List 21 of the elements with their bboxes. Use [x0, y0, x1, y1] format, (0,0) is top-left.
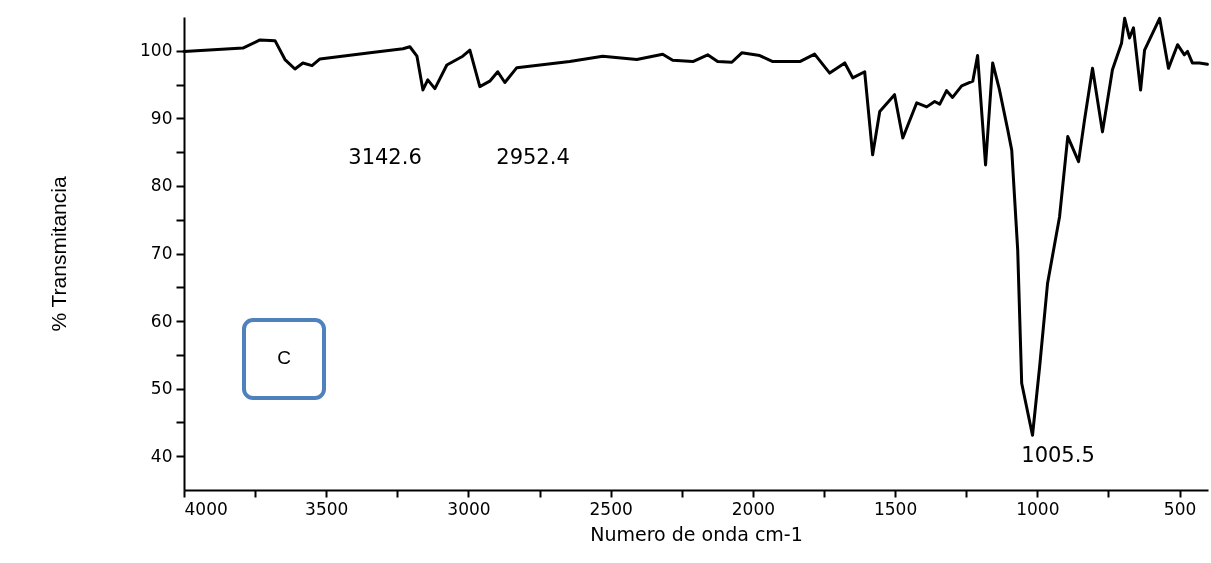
- y-tick-label: 80: [150, 175, 173, 196]
- y-tick-label: 90: [150, 107, 173, 128]
- y-tick-label: 50: [150, 378, 173, 399]
- x-tick-label: 1000: [1016, 498, 1060, 519]
- x-tick-label: 3000: [447, 498, 491, 519]
- annotation: 3142.6: [348, 145, 422, 169]
- x-tick-label: 500: [1163, 498, 1197, 519]
- annotation: C: [277, 347, 291, 368]
- x-tick-label: 2000: [731, 498, 776, 519]
- x-tick-label: 1500: [873, 498, 918, 519]
- y-tick-label: 100: [140, 40, 173, 61]
- y-tick-label: 60: [150, 310, 173, 331]
- y-tick-label: 40: [150, 445, 173, 466]
- y-axis-title: % Transmitancia: [47, 176, 71, 332]
- x-tick-label: 2500: [589, 498, 633, 519]
- y-tick-label: 70: [150, 243, 173, 263]
- x-axis-title: Numero de onda cm-1: [590, 522, 803, 545]
- x-tick-label: 4000: [184, 498, 228, 519]
- annotation: 2952.4: [496, 145, 570, 169]
- annotation: 1005.5: [1021, 443, 1095, 467]
- x-tick-label: 3500: [305, 498, 349, 519]
